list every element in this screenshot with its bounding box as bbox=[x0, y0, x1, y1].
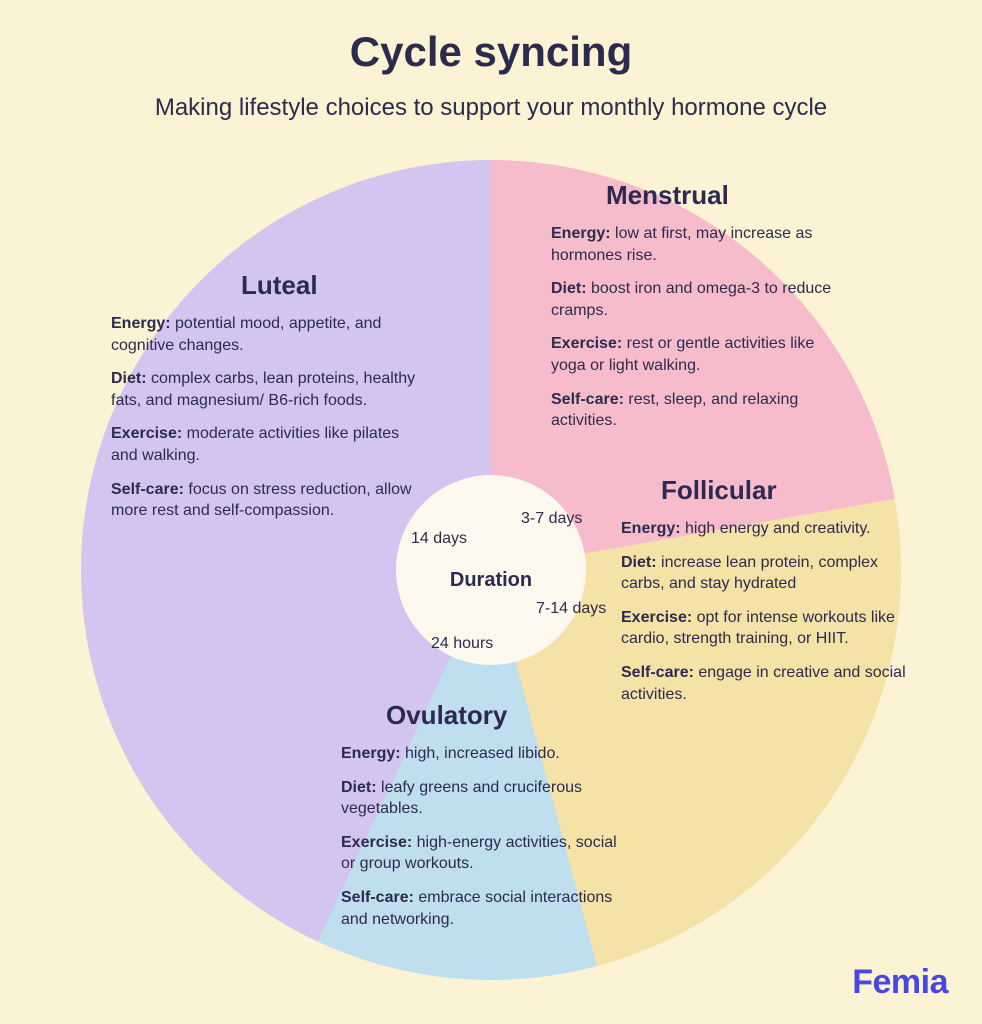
item-label: Diet: bbox=[111, 370, 147, 387]
item-text: increase lean protein, complex carbs, an… bbox=[621, 554, 878, 593]
page-subtitle: Making lifestyle choices to support your… bbox=[0, 94, 982, 122]
page-title: Cycle syncing bbox=[0, 0, 982, 76]
item-label: Energy: bbox=[551, 225, 611, 242]
item-label: Energy: bbox=[341, 745, 401, 762]
item-text: high energy and creativity. bbox=[681, 520, 871, 537]
cycle-chart: Duration 3-7 days 7-14 days 24 hours 14 … bbox=[81, 160, 901, 980]
phase-ovulatory: Ovulatory Energy: high, increased libido… bbox=[341, 700, 621, 942]
item-label: Self-care: bbox=[621, 664, 694, 681]
phase-title-menstrual: Menstrual bbox=[606, 180, 851, 211]
phase-item: Energy: potential mood, appetite, and co… bbox=[111, 313, 421, 356]
phase-title-follicular: Follicular bbox=[661, 475, 911, 506]
item-label: Energy: bbox=[111, 315, 171, 332]
item-label: Exercise: bbox=[551, 335, 622, 352]
phase-follicular: Follicular Energy: high energy and creat… bbox=[621, 475, 911, 717]
item-label: Diet: bbox=[341, 779, 377, 796]
phase-title-ovulatory: Ovulatory bbox=[386, 700, 621, 731]
phase-item: Self-care: engage in creative and social… bbox=[621, 662, 911, 705]
item-label: Exercise: bbox=[621, 609, 692, 626]
duration-ovulatory: 24 hours bbox=[431, 635, 493, 653]
phase-item: Diet: increase lean protein, complex car… bbox=[621, 552, 911, 595]
item-text: complex carbs, lean proteins, healthy fa… bbox=[111, 370, 415, 409]
phase-title-luteal: Luteal bbox=[241, 270, 421, 301]
duration-menstrual: 3-7 days bbox=[521, 510, 582, 528]
duration-follicular: 7-14 days bbox=[536, 600, 606, 618]
item-label: Exercise: bbox=[341, 834, 412, 851]
item-label: Diet: bbox=[551, 280, 587, 297]
item-text: high, increased libido. bbox=[401, 745, 560, 762]
phase-item: Self-care: rest, sleep, and relaxing act… bbox=[551, 389, 851, 432]
phase-item: Self-care: embrace social interactions a… bbox=[341, 887, 621, 930]
phase-item: Self-care: focus on stress reduction, al… bbox=[111, 479, 421, 522]
item-text: leafy greens and cruciferous vegetables. bbox=[341, 779, 582, 818]
phase-item: Exercise: rest or gentle activities like… bbox=[551, 333, 851, 376]
phase-item: Exercise: moderate activities like pilat… bbox=[111, 423, 421, 466]
item-label: Exercise: bbox=[111, 425, 182, 442]
phase-item: Diet: leafy greens and cruciferous veget… bbox=[341, 777, 621, 820]
phase-item: Energy: high, increased libido. bbox=[341, 743, 621, 765]
phase-item: Diet: complex carbs, lean proteins, heal… bbox=[111, 368, 421, 411]
duration-label: Duration bbox=[450, 569, 532, 592]
item-label: Self-care: bbox=[341, 889, 414, 906]
item-text: boost iron and omega-3 to reduce cramps. bbox=[551, 280, 831, 319]
phase-item: Energy: high energy and creativity. bbox=[621, 518, 911, 540]
item-label: Energy: bbox=[621, 520, 681, 537]
brand-logo: Femia bbox=[852, 963, 948, 1002]
phase-item: Diet: boost iron and omega-3 to reduce c… bbox=[551, 278, 851, 321]
phase-item: Exercise: opt for intense workouts like … bbox=[621, 607, 911, 650]
item-label: Diet: bbox=[621, 554, 657, 571]
item-label: Self-care: bbox=[111, 481, 184, 498]
phase-item: Exercise: high-energy activities, social… bbox=[341, 832, 621, 875]
phase-menstrual: Menstrual Energy: low at first, may incr… bbox=[551, 180, 851, 444]
item-label: Self-care: bbox=[551, 391, 624, 408]
phase-item: Energy: low at first, may increase as ho… bbox=[551, 223, 851, 266]
phase-luteal: Luteal Energy: potential mood, appetite,… bbox=[111, 270, 421, 534]
